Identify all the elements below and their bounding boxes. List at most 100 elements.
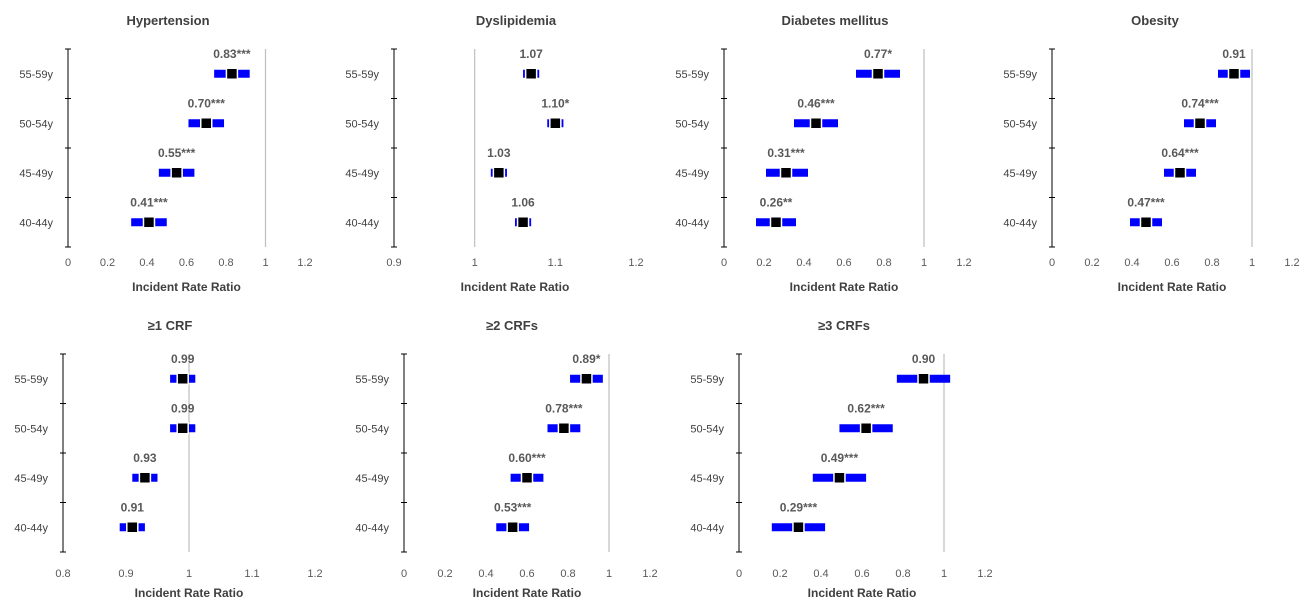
point-estimate-marker — [176, 422, 189, 435]
point-estimate-marker — [170, 166, 183, 179]
panel-title: ≥3 CRFs — [818, 318, 870, 333]
x-tick-label: 0.2 — [100, 257, 115, 269]
data-label: 0.47*** — [1127, 195, 1165, 209]
x-tick-label: 1 — [921, 257, 927, 269]
x-tick-label: 0 — [1049, 257, 1055, 269]
point-estimate-marker — [859, 422, 873, 435]
category-label: 50-54y — [14, 423, 48, 435]
category-label: 55-59y — [14, 374, 48, 386]
panel-2: Dyslipidemia 0.9 1 1.1 1.2 Incident Rate Rati… — [345, 13, 643, 294]
data-label: 0.53*** — [494, 500, 532, 514]
point-estimate-marker — [126, 521, 139, 534]
x-tick-label: 0.4 — [1124, 257, 1139, 269]
point-estimate-marker — [557, 422, 571, 435]
x-tick-label: 0.8 — [1204, 257, 1219, 269]
data-label: 0.74*** — [1181, 96, 1219, 110]
data-label: 0.55*** — [158, 146, 196, 160]
x-tick-label: 1.2 — [297, 257, 312, 269]
data-label: 0.26** — [760, 195, 793, 209]
point-estimate-marker — [792, 521, 805, 534]
x-tick-label: 0.2 — [772, 568, 787, 580]
panel-title: Diabetes mellitus — [782, 13, 889, 28]
x-tick-label: 0.4 — [813, 568, 828, 580]
data-label: 0.99 — [171, 352, 195, 366]
panel-6: ≥2 CRFs 0 0.2 0.4 0.6 0.8 1 1.2 Incident Rate Ra… — [355, 318, 657, 600]
category-label: 55-59y — [690, 374, 724, 386]
x-axis-label: Incident Rate Ratio — [461, 280, 570, 294]
x-tick-label: 1 — [186, 568, 192, 580]
x-tick-label: 0.4 — [796, 257, 811, 269]
data-label: 0.60*** — [508, 451, 546, 465]
x-tick-label: 1 — [472, 257, 478, 269]
data-label: 0.83*** — [213, 47, 251, 61]
data-label: 0.64*** — [1161, 146, 1199, 160]
point-estimate-marker — [1193, 117, 1207, 130]
x-tick-label: 1.2 — [642, 568, 657, 580]
x-tick-label: 0.8 — [895, 568, 910, 580]
point-estimate-marker — [580, 372, 593, 385]
category-label: 55-59y — [1003, 69, 1037, 81]
point-estimate-marker — [549, 117, 562, 130]
category-label: 50-54y — [355, 423, 389, 435]
panel-3: Diabetes mellitus 0 0.2 0.4 0.6 0.8 1 1.2 Incide… — [675, 13, 971, 294]
point-estimate-marker — [1173, 166, 1187, 179]
x-tick-label: 1.2 — [307, 568, 322, 580]
category-label: 50-54y — [675, 118, 709, 130]
x-tick-label: 1.2 — [956, 257, 971, 269]
category-label: 45-49y — [355, 473, 389, 485]
x-axis-label: Incident Rate Ratio — [1118, 280, 1227, 294]
x-tick-label: 0.4 — [139, 257, 154, 269]
point-estimate-marker — [520, 471, 534, 484]
x-tick-label: 0 — [721, 257, 727, 269]
panel-4: Obesity 0 0.2 0.4 0.6 0.8 1 1.2 Incident Rate Ra… — [1003, 13, 1299, 294]
data-label: 1.06 — [511, 195, 535, 209]
data-label: 0.89* — [572, 352, 600, 366]
x-tick-label: 1 — [262, 257, 268, 269]
x-tick-label: 1.1 — [548, 257, 563, 269]
data-label: 0.29*** — [780, 500, 818, 514]
x-tick-label: 1 — [941, 568, 947, 580]
data-label: 0.46*** — [797, 96, 835, 110]
panel-title: Hypertension — [126, 13, 209, 28]
x-axis-label: Incident Rate Ratio — [808, 586, 917, 600]
data-label: 0.49*** — [821, 451, 859, 465]
x-tick-label: 0.2 — [756, 257, 771, 269]
x-tick-label: 1 — [1249, 257, 1255, 269]
category-label: 40-44y — [1003, 217, 1037, 229]
data-label: 0.91 — [121, 500, 145, 514]
point-estimate-marker — [516, 216, 530, 229]
category-label: 55-59y — [355, 374, 389, 386]
category-label: 40-44y — [355, 522, 389, 534]
category-label: 55-59y — [19, 69, 53, 81]
x-tick-label: 0.6 — [519, 568, 534, 580]
category-label: 40-44y — [19, 217, 53, 229]
category-label: 40-44y — [690, 522, 724, 534]
data-label: 0.78*** — [545, 401, 583, 415]
panel-7: ≥3 CRFs 0 0.2 0.4 0.6 0.8 1 1.2 Incident Rate Ra… — [690, 318, 992, 600]
point-estimate-marker — [506, 521, 519, 534]
panel-title: Dyslipidemia — [476, 13, 557, 28]
panel-title: Obesity — [1131, 13, 1179, 28]
point-estimate-marker — [138, 471, 152, 484]
data-label: 0.93 — [133, 451, 157, 465]
data-label: 0.90 — [912, 352, 936, 366]
point-estimate-marker — [142, 216, 156, 229]
x-tick-label: 0.8 — [218, 257, 233, 269]
category-label: 45-49y — [345, 168, 379, 180]
x-tick-label: 1 — [606, 568, 612, 580]
category-label: 40-44y — [14, 522, 48, 534]
point-estimate-marker — [524, 67, 538, 80]
category-label: 45-49y — [14, 473, 48, 485]
point-estimate-marker — [917, 372, 930, 385]
x-tick-label: 0.9 — [118, 568, 133, 580]
data-label: 0.77* — [864, 47, 892, 61]
x-tick-label: 0.8 — [560, 568, 575, 580]
x-tick-label: 0.6 — [854, 568, 869, 580]
category-label: 55-59y — [345, 69, 379, 81]
x-tick-label: 0.4 — [478, 568, 493, 580]
x-tick-label: 0.8 — [876, 257, 891, 269]
category-label: 45-49y — [19, 168, 53, 180]
